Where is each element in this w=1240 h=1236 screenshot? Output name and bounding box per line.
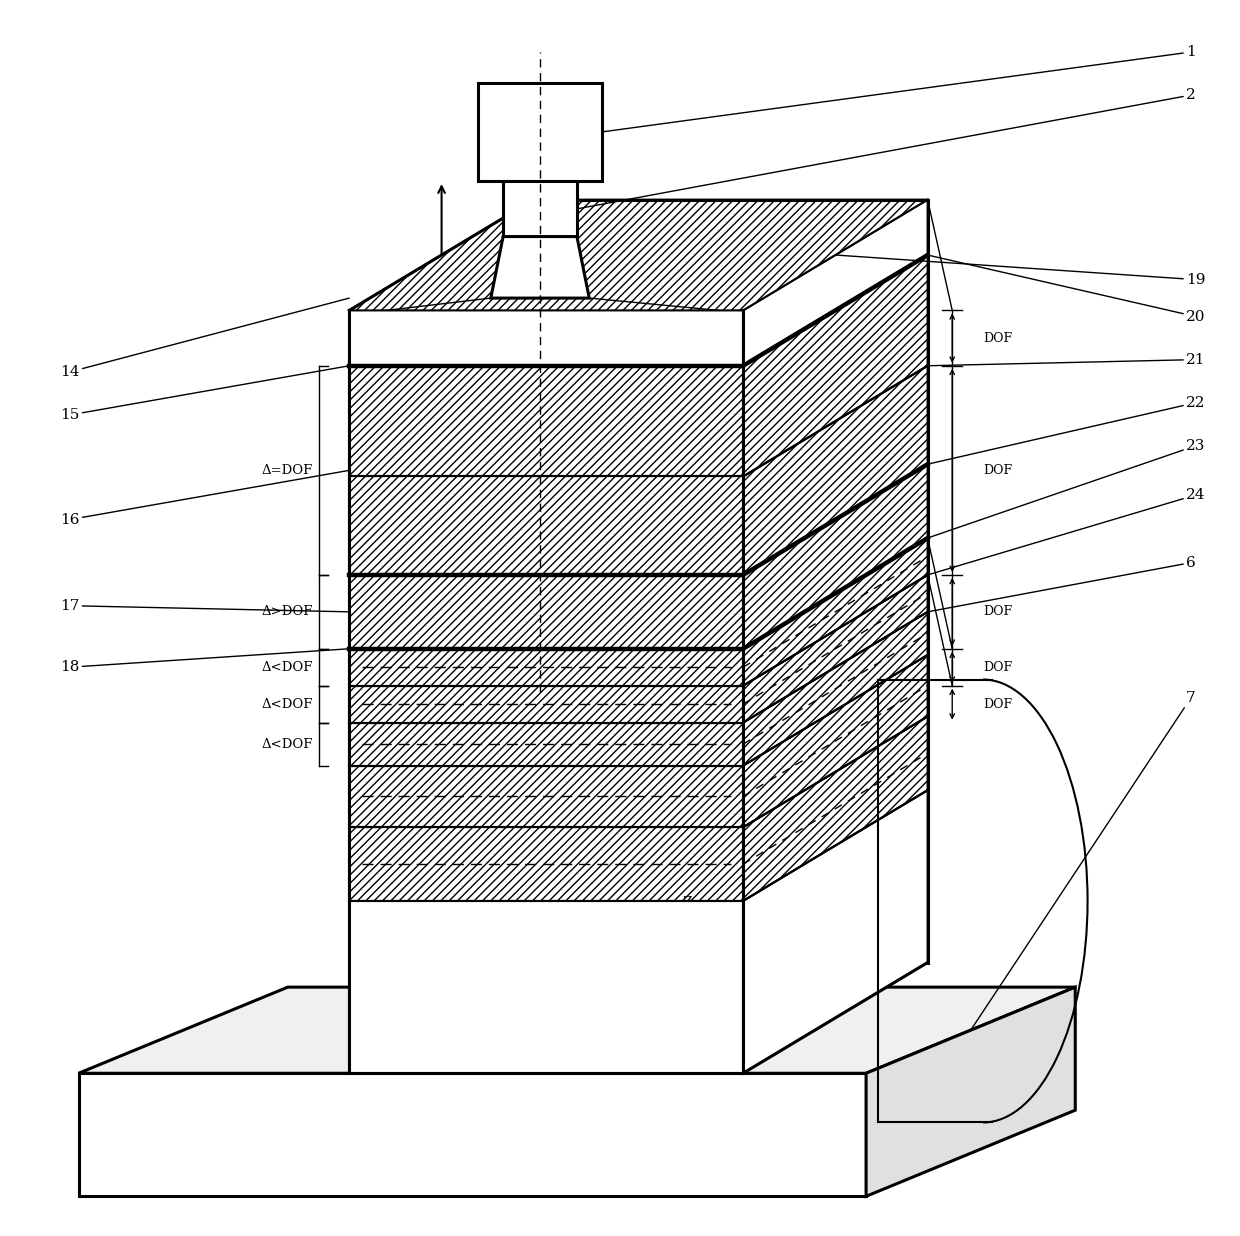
Text: o: o bbox=[672, 1001, 680, 1015]
Text: 14: 14 bbox=[61, 298, 350, 379]
Text: 2: 2 bbox=[577, 88, 1195, 209]
Text: 23: 23 bbox=[928, 439, 1205, 538]
Polygon shape bbox=[743, 366, 928, 575]
Polygon shape bbox=[743, 575, 928, 723]
Polygon shape bbox=[743, 255, 928, 477]
Bar bbox=[503, 182, 577, 236]
Text: Δ>DOF: Δ>DOF bbox=[260, 606, 312, 618]
Text: DOF: DOF bbox=[983, 661, 1012, 674]
Text: 6: 6 bbox=[928, 556, 1195, 612]
Polygon shape bbox=[743, 465, 928, 649]
Text: 17: 17 bbox=[61, 598, 350, 613]
Text: 7: 7 bbox=[971, 691, 1195, 1030]
Text: Z: Z bbox=[683, 896, 692, 910]
Polygon shape bbox=[350, 686, 743, 723]
Polygon shape bbox=[350, 723, 743, 765]
Polygon shape bbox=[350, 901, 743, 1073]
Text: 20: 20 bbox=[928, 255, 1205, 324]
Text: 16: 16 bbox=[61, 471, 350, 527]
Text: X: X bbox=[776, 993, 786, 1006]
Polygon shape bbox=[743, 655, 928, 827]
Text: DOF: DOF bbox=[983, 606, 1012, 618]
Text: Δ<DOF: Δ<DOF bbox=[260, 661, 312, 674]
Polygon shape bbox=[350, 765, 743, 827]
Polygon shape bbox=[866, 988, 1075, 1196]
Text: 21: 21 bbox=[928, 352, 1205, 367]
Polygon shape bbox=[350, 366, 743, 477]
Text: 19: 19 bbox=[836, 255, 1205, 287]
Polygon shape bbox=[350, 200, 928, 310]
Polygon shape bbox=[78, 988, 1075, 1073]
Text: 15: 15 bbox=[61, 366, 350, 421]
Bar bbox=[479, 83, 601, 182]
Text: Y: Y bbox=[742, 948, 750, 963]
Text: DOF: DOF bbox=[983, 697, 1012, 711]
Text: 22: 22 bbox=[928, 396, 1205, 465]
Polygon shape bbox=[743, 538, 928, 686]
Text: 1: 1 bbox=[601, 44, 1195, 132]
Polygon shape bbox=[350, 575, 743, 649]
Polygon shape bbox=[743, 717, 928, 901]
Polygon shape bbox=[350, 477, 743, 575]
Polygon shape bbox=[78, 1073, 866, 1196]
Polygon shape bbox=[743, 612, 928, 765]
Polygon shape bbox=[491, 236, 589, 298]
Polygon shape bbox=[350, 649, 743, 686]
Polygon shape bbox=[350, 310, 743, 366]
Text: Δ=DOF: Δ=DOF bbox=[262, 464, 312, 477]
Polygon shape bbox=[743, 200, 928, 366]
Text: Δ<DOF: Δ<DOF bbox=[260, 738, 312, 750]
Text: 24: 24 bbox=[928, 488, 1205, 575]
Polygon shape bbox=[350, 827, 743, 901]
Polygon shape bbox=[743, 790, 928, 1073]
Text: DOF: DOF bbox=[983, 331, 1012, 345]
Text: 18: 18 bbox=[61, 649, 350, 674]
Text: DOF: DOF bbox=[983, 464, 1012, 477]
Text: Δ<DOF: Δ<DOF bbox=[260, 697, 312, 711]
